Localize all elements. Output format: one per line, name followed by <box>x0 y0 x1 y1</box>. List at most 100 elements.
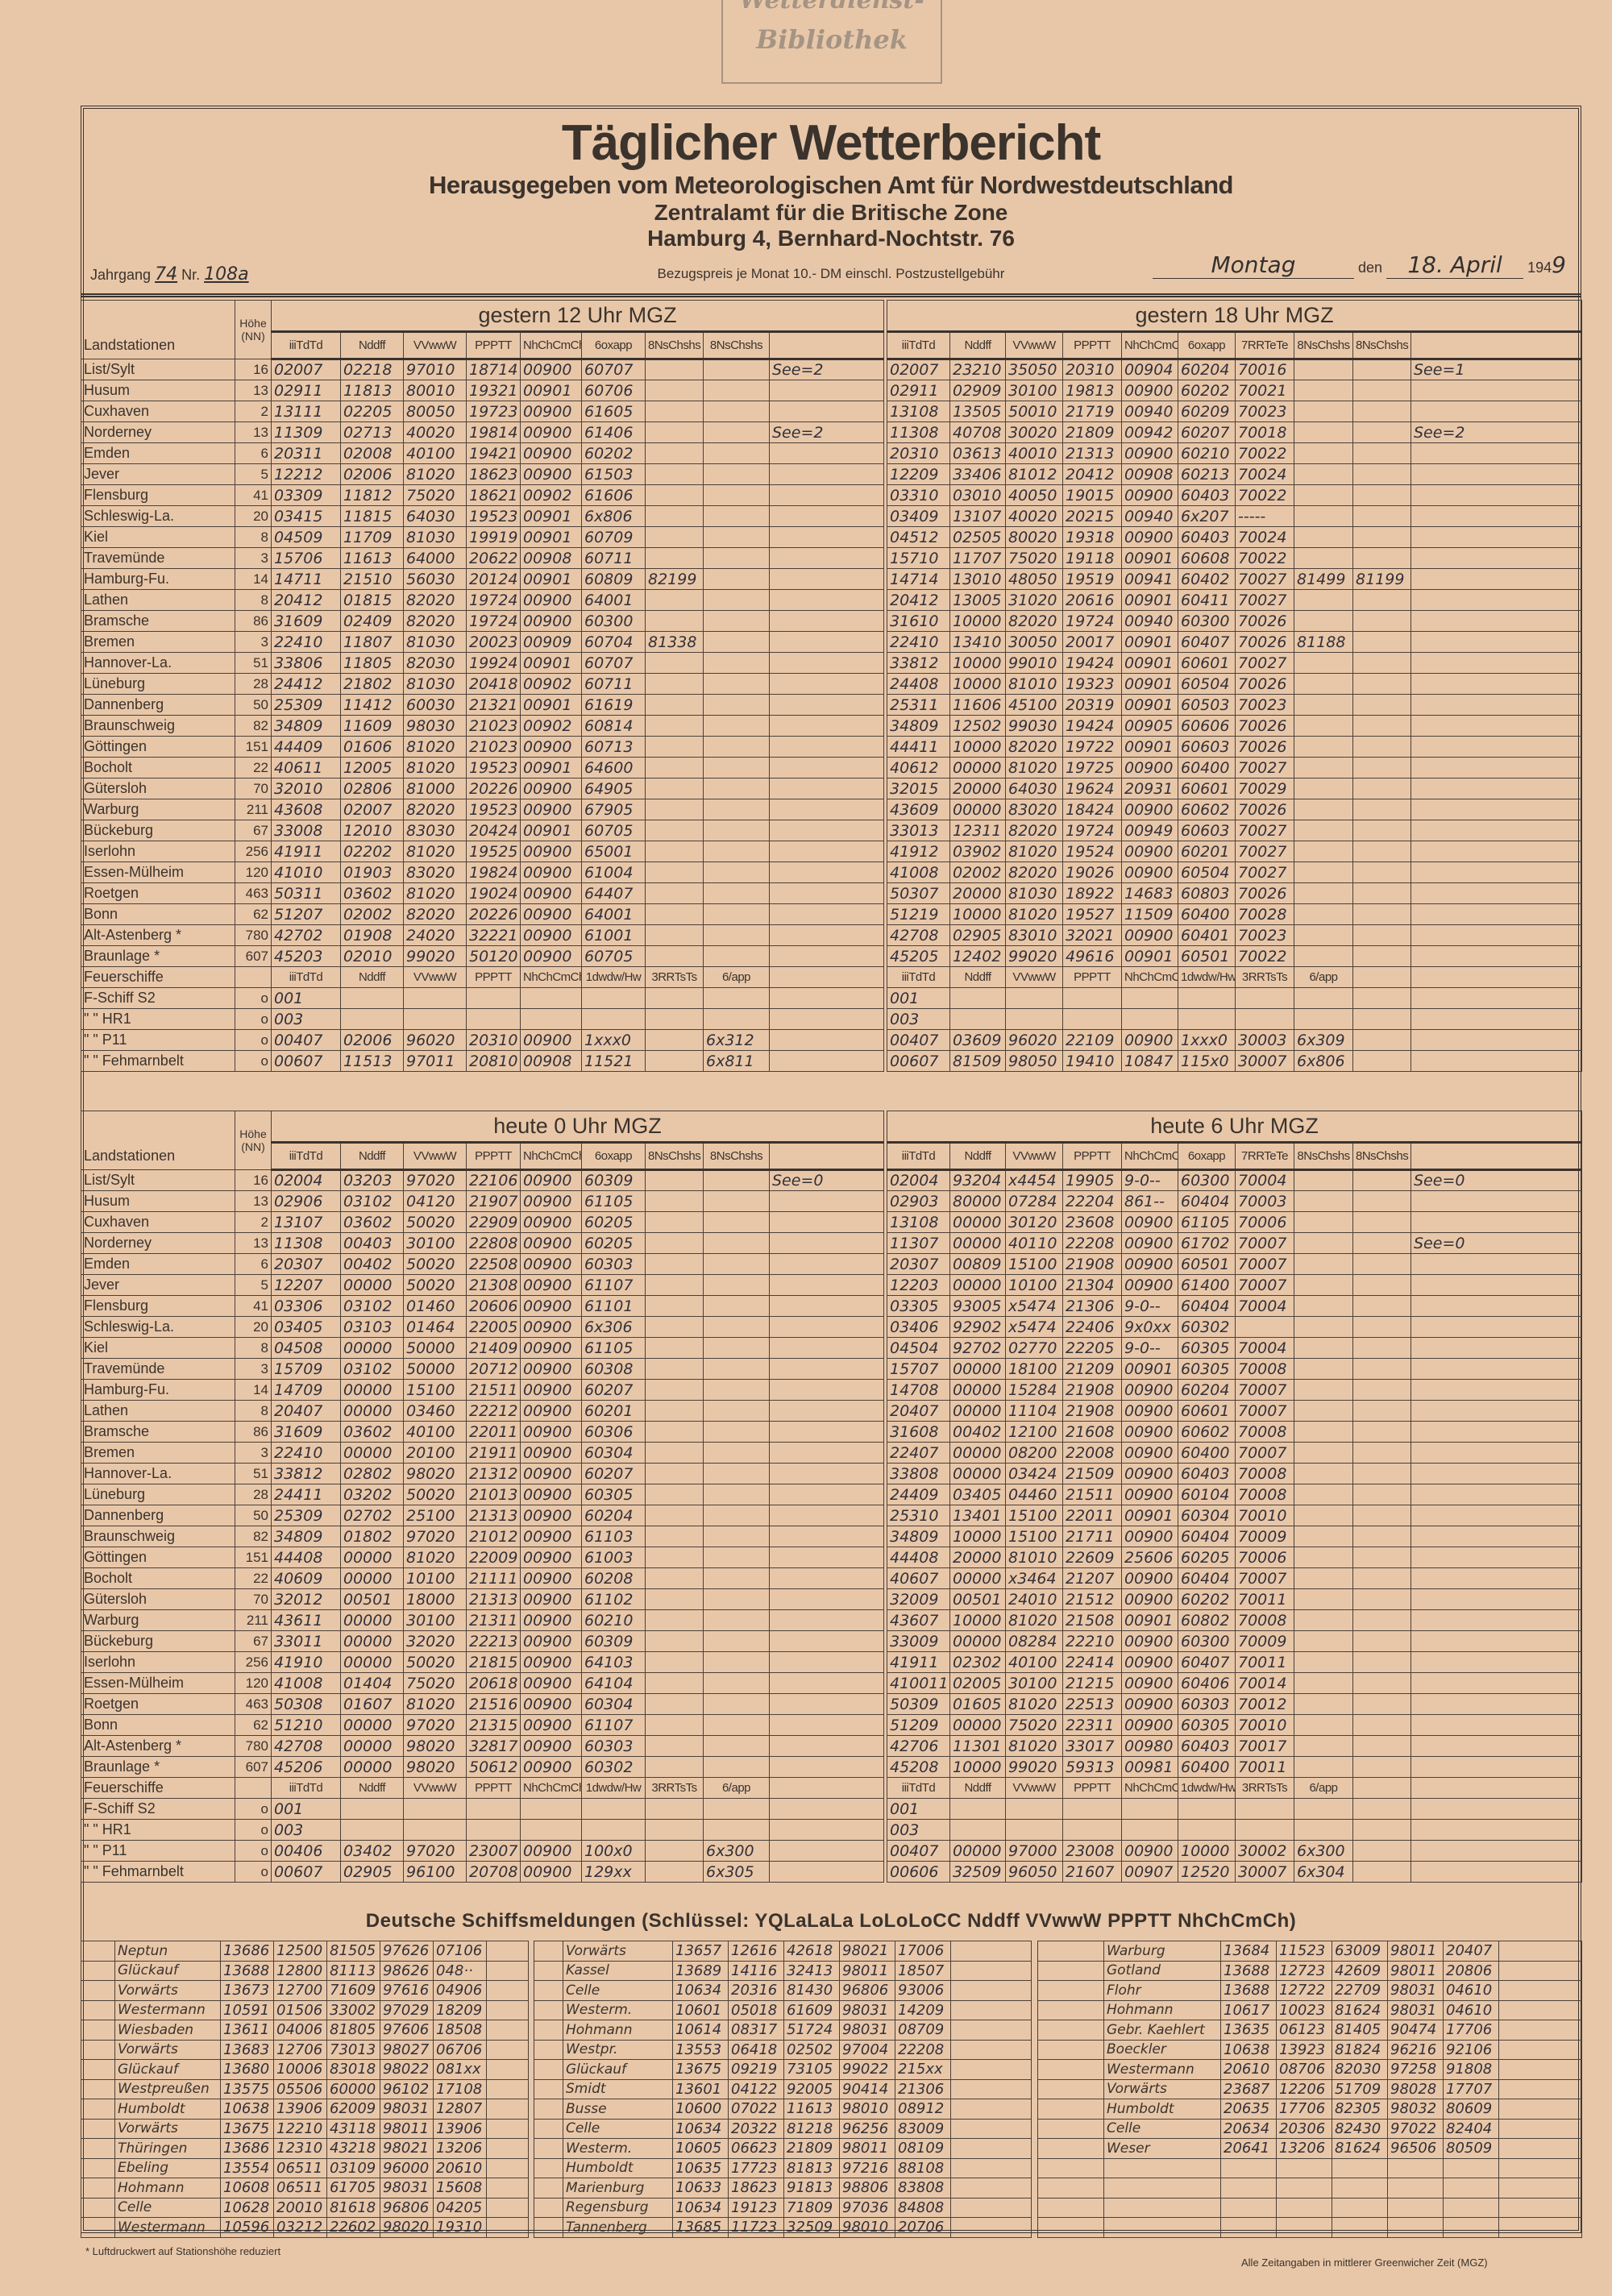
code-cell: 98011 <box>1387 1960 1444 1981</box>
code-cell: 00900 <box>1121 1714 1178 1736</box>
station-row: Lathen 8 20412 01815 82020 19724 00900 64001 <box>81 589 885 611</box>
header-divider <box>81 293 1581 297</box>
ship-row: Westermann 20610 08706 82030 97258 91808 <box>1037 2059 1582 2080</box>
station-row: 40612 00000 81020 19725 00900 60400 70027 <box>887 757 1583 778</box>
station-row: 15710 11707 75020 19118 00901 60608 70022 <box>887 547 1583 569</box>
code-cell: 21313 <box>466 1588 521 1610</box>
code-cell: 60802 <box>1178 1609 1236 1631</box>
code-cell: 6x306 <box>581 1316 646 1338</box>
station-name: Gütersloh <box>81 778 235 799</box>
code-cell: 98028 <box>1387 2078 1444 2099</box>
code-cell <box>645 442 704 464</box>
remark-cell <box>1410 736 1583 758</box>
code-cell: 00901 <box>520 694 582 716</box>
code-cell: 21907 <box>466 1190 521 1212</box>
remark-cell <box>1410 1609 1583 1631</box>
code-cell: 73105 <box>783 2059 840 2080</box>
remark-cell <box>768 526 885 548</box>
code-cell: 20100 <box>403 1442 467 1464</box>
code-cell: 56030 <box>403 568 467 590</box>
code-cell <box>1352 757 1411 778</box>
remark-cell <box>768 924 885 946</box>
code-cell <box>1294 1630 1353 1652</box>
code-cell: 22513 <box>1062 1693 1122 1715</box>
code-cell <box>1332 2157 1388 2178</box>
code-cell: 00607 <box>887 1050 950 1072</box>
footnote-time: Alle Zeitangaben in mittlerer Greenwiche… <box>1241 2257 1488 2269</box>
code-cell: 92106 <box>1443 2039 1499 2060</box>
code-cell: 12616 <box>728 1941 784 1962</box>
code-cell <box>1294 694 1353 716</box>
code-cell <box>1352 1463 1411 1484</box>
ship-row: Vorwärts 13675 12210 43118 98011 13906 <box>81 2118 529 2139</box>
code-cell: 00980 <box>1121 1735 1178 1757</box>
code-cell <box>645 820 704 841</box>
station-name: Schleswig-La. <box>81 505 235 527</box>
code-cell: 02906 <box>271 1190 341 1212</box>
station-height: 67 <box>235 1630 272 1652</box>
ship-row: Westerm. 10605 06623 21809 98011 08109 <box>534 2138 1032 2159</box>
station-row: 13108 13505 50010 21719 00940 60209 70023 <box>887 401 1583 422</box>
code-cell: 13505 <box>949 401 1006 422</box>
station-row: Bramsche 86 31609 02409 82020 19724 00900 60300 <box>81 610 885 632</box>
station-row: 33812 10000 99010 19424 00901 60601 70027 <box>887 652 1583 674</box>
code-cell: 13005 <box>949 589 1006 611</box>
code-cell: 19424 <box>1062 652 1122 674</box>
code-cell: 00900 <box>520 421 582 443</box>
code-cell: 06706 <box>433 2039 487 2060</box>
code-cell: 50020 <box>403 1274 467 1296</box>
code-cell <box>949 1819 1006 1841</box>
code-cell: 60403 <box>1178 1463 1236 1484</box>
code-cell: 00900 <box>520 1651 582 1673</box>
remark-cell <box>769 1190 884 1212</box>
code-cell <box>703 652 770 674</box>
code-cell: 11613 <box>340 547 404 569</box>
code-cell: 001 <box>887 1798 950 1820</box>
code-cell: 98011 <box>839 1960 895 1981</box>
code-cell: 70026 <box>1235 715 1294 737</box>
code-cell: 00900 <box>520 359 582 380</box>
ship-row: Wiesbaden 13611 04006 81805 97606 18508 <box>81 2020 529 2041</box>
code-cell: 60601 <box>1178 778 1236 799</box>
code-cell: 12723 <box>1276 1960 1332 1981</box>
station-height: 607 <box>235 1756 272 1778</box>
code-cell: 21911 <box>466 1442 521 1464</box>
code-cell: 30007 <box>1235 1861 1294 1883</box>
code-cell: 9-0-- <box>1121 1295 1178 1317</box>
station-name: Cuxhaven <box>81 1211 235 1233</box>
code-cell: 00900 <box>520 1672 582 1694</box>
remark-cell <box>1410 631 1583 653</box>
code-cell: 11523 <box>1276 1941 1332 1962</box>
code-cell: 22011 <box>1062 1505 1122 1526</box>
code-cell: 00941 <box>1121 568 1178 590</box>
code-cell: 99030 <box>1005 715 1063 737</box>
code-cell: 60706 <box>581 380 646 401</box>
code-cell <box>703 1484 770 1505</box>
code-cell: 20316 <box>728 1980 784 2001</box>
code-cell: 60202 <box>1178 380 1236 401</box>
code-cell <box>1352 841 1411 862</box>
code-cell <box>1294 359 1353 380</box>
remark-cell <box>769 1798 884 1820</box>
code-cell: 24412 <box>271 673 341 695</box>
code-cell: 51209 <box>887 1714 950 1736</box>
code-cell <box>581 1819 646 1841</box>
station-height: 62 <box>235 1714 272 1736</box>
code-cell: 02007 <box>271 359 341 380</box>
column-header: NhChCmCh <box>520 966 582 988</box>
code-cell: 60501 <box>1178 1253 1236 1275</box>
code-cell: 215xx <box>895 2059 951 2080</box>
station-row: 32015 20000 64030 19624 20931 60601 70029 <box>887 778 1583 799</box>
code-cell: 60204 <box>1178 359 1236 380</box>
code-cell: 22005 <box>466 1316 521 1338</box>
empty-cell <box>534 2157 563 2178</box>
code-cell <box>703 1630 770 1652</box>
code-cell: 001 <box>887 987 950 1009</box>
station-row: 14714 13010 48050 19519 00941 60402 70027 81499… <box>887 568 1583 590</box>
code-cell: x5474 <box>1005 1316 1063 1338</box>
code-cell: 18100 <box>1005 1358 1063 1380</box>
ship-row: Westermann 10591 01506 33002 97029 18209 <box>81 1999 529 2020</box>
code-cell <box>645 1190 704 1212</box>
remark-cell <box>768 589 885 611</box>
code-cell <box>1352 401 1411 422</box>
